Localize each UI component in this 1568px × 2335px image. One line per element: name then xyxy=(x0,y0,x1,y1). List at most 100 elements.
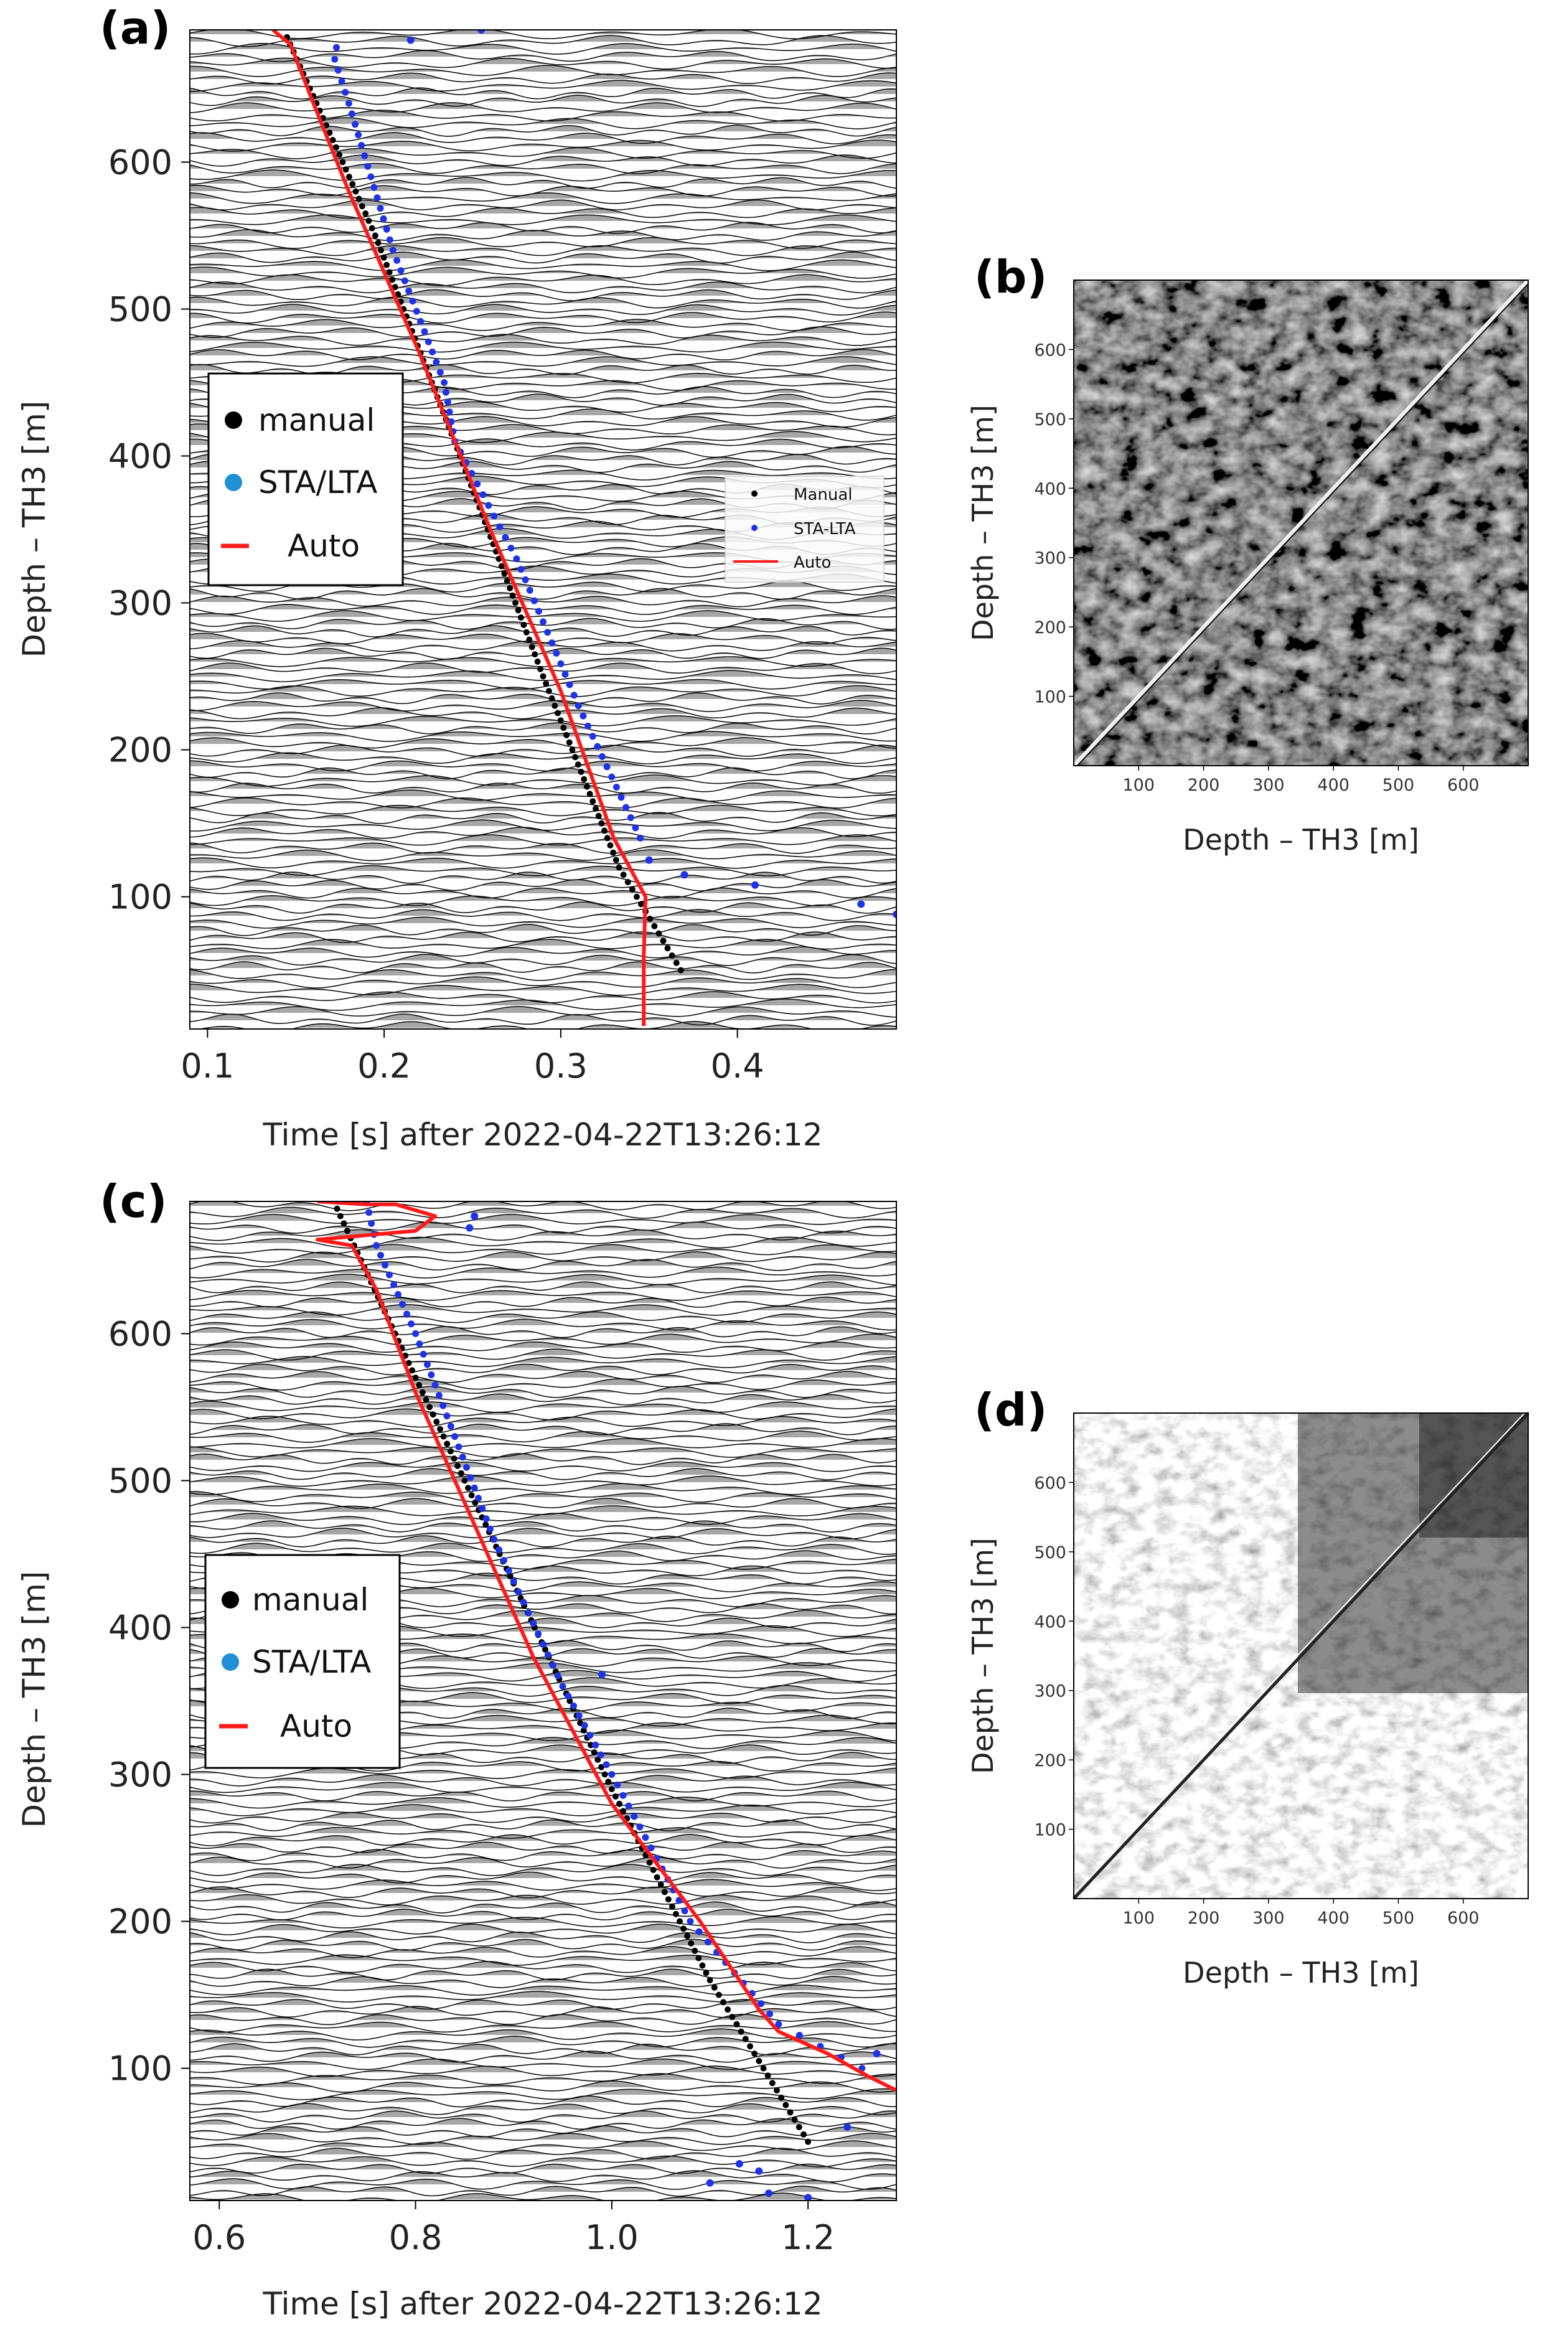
manual-pick-point xyxy=(461,1477,468,1484)
trace-fill xyxy=(190,148,896,154)
sta-lta-pick-point xyxy=(647,1844,655,1851)
trace-fill xyxy=(190,1386,896,1393)
panel-b-label: (b) xyxy=(974,251,1047,303)
trace-line xyxy=(190,1767,896,1779)
manual-pick-point xyxy=(504,578,510,585)
manual-pick-point xyxy=(575,761,581,768)
sta-lta-pick-point xyxy=(373,1242,380,1249)
trace-line xyxy=(190,1954,896,1966)
panel-d-ylabel: Depth – TH3 [m] xyxy=(966,1538,1000,1774)
y-tick-label: 100 xyxy=(108,878,172,917)
trace-line xyxy=(190,102,896,113)
trace-fill xyxy=(190,1244,896,1251)
trace-fill xyxy=(190,2103,896,2110)
trace-fill xyxy=(190,1722,896,1729)
sta-lta-pick-point xyxy=(380,215,387,222)
trace-line xyxy=(190,207,896,219)
trace-fill xyxy=(190,1356,896,1363)
trace-fill xyxy=(190,2179,896,2184)
trace-fill xyxy=(190,731,896,736)
sta-lta-pick-point xyxy=(393,256,401,264)
sta-lta-outlier-point xyxy=(755,2167,763,2175)
legend-manual-label: manual xyxy=(258,402,375,438)
legend2-auto-label: Auto xyxy=(794,553,831,572)
sta-lta-pick-point xyxy=(704,1938,711,1946)
manual-pick-point xyxy=(760,2065,767,2072)
sta-lta-pick-point xyxy=(614,1781,621,1788)
panel-a-series xyxy=(271,30,896,1027)
trace-line xyxy=(190,251,896,264)
panel-d-dark-block xyxy=(1298,1413,1528,1693)
sta-lta-outlier-point xyxy=(765,2189,773,2197)
sta-lta-pick-point xyxy=(613,784,620,791)
trace-line xyxy=(190,1961,896,1973)
manual-pick-point xyxy=(555,710,561,716)
panel-d: (d) 100 200 300 400 500 600 100 200 300 400 500 600… xyxy=(966,1384,1529,1990)
manual-pick-point xyxy=(672,1910,679,1917)
panel-d-diagonal xyxy=(1073,1412,1529,1900)
trace-line xyxy=(190,72,896,85)
x-tick-label: 300 xyxy=(1252,1909,1285,1928)
trace-fill xyxy=(190,782,896,789)
trace-fill xyxy=(190,200,896,206)
sta-lta-pick-point xyxy=(420,1351,427,1358)
trace-line xyxy=(190,2163,896,2174)
sta-lta-pick-point xyxy=(557,660,565,667)
sta-lta-pick-point xyxy=(436,369,444,376)
x-tick-label: 500 xyxy=(1383,1909,1415,1928)
trace-fill xyxy=(190,1536,896,1542)
trace-fill xyxy=(190,977,896,983)
manual-pick-point xyxy=(805,2138,812,2145)
trace-line xyxy=(190,797,896,809)
manual-pick-point xyxy=(601,827,608,834)
manual-pick-point xyxy=(409,1367,416,1374)
trace-line xyxy=(190,1976,896,1988)
trace-fill xyxy=(190,872,896,878)
manual-pick-point xyxy=(747,2043,753,2050)
trace-line xyxy=(190,1535,896,1548)
trace-line xyxy=(190,1864,896,1876)
trace-line xyxy=(190,1782,896,1793)
manual-pick-point xyxy=(591,1749,598,1756)
trace-fill xyxy=(190,1917,896,1923)
manual-pick-point xyxy=(688,1940,695,1947)
sta-lta-pick-point xyxy=(399,1300,406,1308)
trace-fill xyxy=(190,58,896,64)
sta-lta-pick-point xyxy=(425,338,432,345)
trace-fill xyxy=(190,125,896,131)
trace-line xyxy=(190,1333,896,1346)
trace-fill xyxy=(190,1014,896,1020)
manual-pick-point xyxy=(581,776,588,782)
sta-lta-pick-point xyxy=(627,814,634,821)
trace-line xyxy=(190,237,896,249)
panel-c-legend-box xyxy=(204,1554,401,1769)
trace-line xyxy=(190,1453,896,1465)
manual-pick-point xyxy=(594,1756,601,1763)
trace-line xyxy=(190,842,896,854)
trace-fill xyxy=(190,984,896,990)
manual-pick-point xyxy=(540,673,547,680)
manual-pick-point xyxy=(542,1646,548,1653)
trace-line xyxy=(190,745,896,757)
trace-line xyxy=(190,760,896,772)
sta-lta-pick-point xyxy=(486,1525,494,1533)
manual-pick-point xyxy=(580,1727,587,1734)
trace-fill xyxy=(190,1022,896,1028)
trace-line xyxy=(190,35,896,47)
sta-lta-outlier-point xyxy=(751,881,759,889)
sta-lta-outlier-point xyxy=(857,900,865,908)
trace-fill xyxy=(190,924,896,931)
trace-line xyxy=(190,1513,896,1525)
panel-d-xlabel: Depth – TH3 [m] xyxy=(1183,1956,1419,1990)
manual-pick-point xyxy=(598,820,605,827)
trace-fill xyxy=(190,715,896,721)
trace-line xyxy=(190,1318,896,1331)
manual-pick-point xyxy=(703,1970,710,1976)
manual-pick-point xyxy=(782,2102,789,2108)
trace-line xyxy=(190,177,896,189)
x-tick-label: 400 xyxy=(1317,1909,1350,1928)
trace-fill xyxy=(190,2066,896,2072)
sta-lta-pick-point xyxy=(367,173,375,181)
manual-pick-point xyxy=(610,849,617,856)
trace-line xyxy=(190,1849,896,1861)
